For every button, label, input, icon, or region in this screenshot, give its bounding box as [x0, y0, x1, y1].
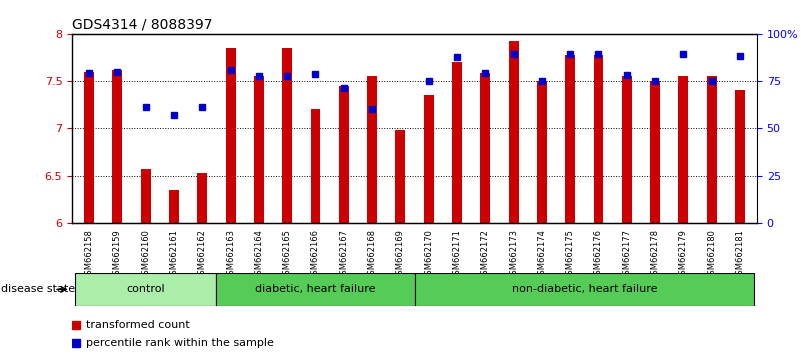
Bar [537, 81, 547, 223]
Bar [424, 95, 433, 223]
Bar [566, 56, 575, 223]
Text: non-diabetic, heart failure: non-diabetic, heart failure [512, 284, 657, 295]
Bar [594, 56, 603, 223]
Bar [622, 76, 632, 223]
Text: disease state: disease state [1, 284, 75, 295]
Bar [226, 48, 235, 223]
Bar [706, 76, 717, 223]
Text: percentile rank within the sample: percentile rank within the sample [87, 338, 275, 348]
Bar [367, 76, 377, 223]
Bar [481, 73, 490, 223]
Bar [339, 86, 348, 223]
Bar [254, 76, 264, 223]
Bar [452, 62, 462, 223]
Bar [282, 48, 292, 223]
Bar [169, 190, 179, 223]
Bar [84, 72, 94, 223]
Bar [141, 169, 151, 223]
Text: GDS4314 / 8088397: GDS4314 / 8088397 [72, 18, 212, 32]
FancyBboxPatch shape [216, 273, 415, 306]
FancyBboxPatch shape [415, 273, 754, 306]
Bar [735, 90, 745, 223]
Bar [311, 109, 320, 223]
Bar [509, 41, 518, 223]
Bar [112, 70, 123, 223]
Bar [197, 173, 207, 223]
Bar [650, 81, 660, 223]
Bar [396, 130, 405, 223]
Text: control: control [127, 284, 165, 295]
Text: transformed count: transformed count [87, 320, 190, 330]
FancyBboxPatch shape [75, 273, 216, 306]
Text: diabetic, heart failure: diabetic, heart failure [256, 284, 376, 295]
Bar [678, 76, 688, 223]
